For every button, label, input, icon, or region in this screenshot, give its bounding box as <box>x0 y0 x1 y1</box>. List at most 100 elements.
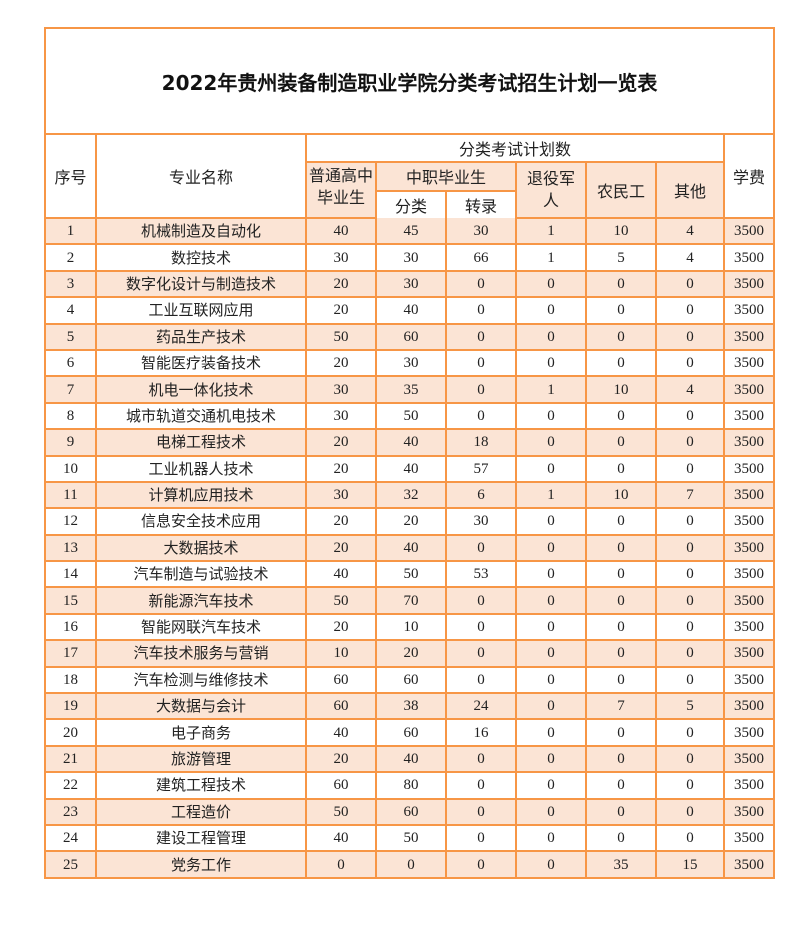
cell-tuition: 3500 <box>723 243 773 272</box>
cell-voc-classified: 60 <box>375 797 447 826</box>
cell-migrant-workers: 0 <box>585 771 657 800</box>
cell-veterans: 0 <box>515 269 587 299</box>
cell-index: 22 <box>46 771 97 800</box>
cell-high-school: 20 <box>305 428 377 457</box>
cell-veterans: 0 <box>515 692 587 721</box>
cell-high-school: 40 <box>305 823 377 853</box>
cell-index: 12 <box>46 507 97 536</box>
cell-migrant-workers: 0 <box>585 322 657 351</box>
cell-veterans: 1 <box>515 243 587 272</box>
cell-migrant-workers: 0 <box>585 348 657 378</box>
cell-voc-transfer: 0 <box>445 533 517 563</box>
table-row: 17 汽车技术服务与营销 10 20 0 0 0 0 3500 <box>46 639 773 668</box>
cell-veterans: 0 <box>515 612 587 642</box>
cell-migrant-workers: 0 <box>585 507 657 536</box>
cell-other: 0 <box>654 533 726 563</box>
table-row: 19 大数据与会计 60 38 24 0 7 5 3500 <box>46 692 773 721</box>
cell-major: 新能源汽车技术 <box>95 586 307 615</box>
cell-voc-transfer: 18 <box>445 428 517 457</box>
table-row: 13 大数据技术 20 40 0 0 0 0 3500 <box>46 533 773 563</box>
cell-voc-transfer: 0 <box>445 797 517 826</box>
cell-other: 0 <box>654 348 726 378</box>
cell-high-school: 40 <box>305 218 377 246</box>
table-row: 24 建设工程管理 40 50 0 0 0 0 3500 <box>46 823 773 853</box>
cell-index: 5 <box>46 322 97 351</box>
table-body: 1 机械制造及自动化 40 45 30 1 10 4 3500 2 数控技术 30 30 66 1 5 4 350… <box>46 218 773 877</box>
cell-index: 4 <box>46 296 97 325</box>
cell-voc-transfer: 0 <box>445 586 517 615</box>
cell-major: 旅游管理 <box>95 744 307 774</box>
cell-major: 工业机器人技术 <box>95 454 307 483</box>
enrollment-table: 序号 专业名称 分类考试计划数 学费 普通高中毕业生 中职毕业生 退役军人 农民… <box>46 135 773 877</box>
cell-voc-classified: 10 <box>375 612 447 642</box>
header-high-school: 普通高中毕业生 <box>306 161 377 219</box>
cell-other: 0 <box>654 823 726 853</box>
cell-major: 工业互联网应用 <box>95 296 307 325</box>
cell-veterans: 0 <box>515 639 587 668</box>
cell-high-school: 50 <box>305 586 377 615</box>
table-row: 23 工程造价 50 60 0 0 0 0 3500 <box>46 797 773 826</box>
cell-voc-transfer: 16 <box>445 718 517 747</box>
table-row: 16 智能网联汽车技术 20 10 0 0 0 0 3500 <box>46 612 773 642</box>
cell-major: 工程造价 <box>95 797 307 826</box>
cell-other: 0 <box>654 560 726 589</box>
cell-voc-transfer: 30 <box>445 218 517 246</box>
table-row: 18 汽车检测与维修技术 60 60 0 0 0 0 3500 <box>46 665 773 695</box>
cell-tuition: 3500 <box>723 744 773 774</box>
table-row: 15 新能源汽车技术 50 70 0 0 0 0 3500 <box>46 586 773 615</box>
cell-high-school: 0 <box>305 850 377 877</box>
cell-veterans: 1 <box>515 218 587 246</box>
cell-tuition: 3500 <box>723 296 773 325</box>
cell-tuition: 3500 <box>723 718 773 747</box>
cell-voc-transfer: 66 <box>445 243 517 272</box>
cell-high-school: 10 <box>305 639 377 668</box>
cell-voc-transfer: 0 <box>445 850 517 877</box>
header-migrant-workers: 农民工 <box>585 161 657 219</box>
cell-high-school: 30 <box>305 401 377 431</box>
cell-veterans: 0 <box>515 533 587 563</box>
table-row: 9 电梯工程技术 20 40 18 0 0 0 3500 <box>46 428 773 457</box>
cell-migrant-workers: 0 <box>585 744 657 774</box>
cell-other: 0 <box>654 718 726 747</box>
cell-veterans: 1 <box>515 375 587 404</box>
table-row: 3 数字化设计与制造技术 20 30 0 0 0 0 3500 <box>46 269 773 299</box>
cell-other: 7 <box>654 480 726 510</box>
cell-tuition: 3500 <box>723 586 773 615</box>
cell-voc-classified: 70 <box>375 586 447 615</box>
cell-high-school: 20 <box>305 612 377 642</box>
cell-voc-classified: 30 <box>375 348 447 378</box>
cell-voc-transfer: 0 <box>445 612 517 642</box>
cell-index: 8 <box>46 401 97 431</box>
cell-other: 0 <box>654 612 726 642</box>
cell-major: 党务工作 <box>95 850 307 877</box>
cell-veterans: 0 <box>515 454 587 483</box>
cell-tuition: 3500 <box>723 428 773 457</box>
cell-high-school: 30 <box>305 375 377 404</box>
header-voc-classified: 分类 <box>376 189 447 218</box>
cell-other: 0 <box>654 296 726 325</box>
cell-tuition: 3500 <box>723 560 773 589</box>
cell-other: 4 <box>654 218 726 246</box>
cell-voc-transfer: 0 <box>445 296 517 325</box>
cell-veterans: 0 <box>515 823 587 853</box>
cell-migrant-workers: 7 <box>585 692 657 721</box>
cell-major: 城市轨道交通机电技术 <box>95 401 307 431</box>
cell-other: 0 <box>654 797 726 826</box>
cell-high-school: 60 <box>305 692 377 721</box>
cell-migrant-workers: 0 <box>585 718 657 747</box>
cell-voc-transfer: 30 <box>445 507 517 536</box>
cell-migrant-workers: 10 <box>585 480 657 510</box>
header-tuition: 学费 <box>723 135 773 219</box>
table-row: 6 智能医疗装备技术 20 30 0 0 0 0 3500 <box>46 348 773 378</box>
cell-voc-transfer: 57 <box>445 454 517 483</box>
cell-veterans: 0 <box>515 718 587 747</box>
cell-voc-classified: 50 <box>375 560 447 589</box>
cell-veterans: 0 <box>515 850 587 877</box>
cell-other: 15 <box>654 850 726 877</box>
cell-major: 汽车制造与试验技术 <box>95 560 307 589</box>
cell-high-school: 60 <box>305 665 377 695</box>
cell-high-school: 20 <box>305 533 377 563</box>
cell-tuition: 3500 <box>723 322 773 351</box>
cell-index: 16 <box>46 612 97 642</box>
cell-voc-classified: 35 <box>375 375 447 404</box>
